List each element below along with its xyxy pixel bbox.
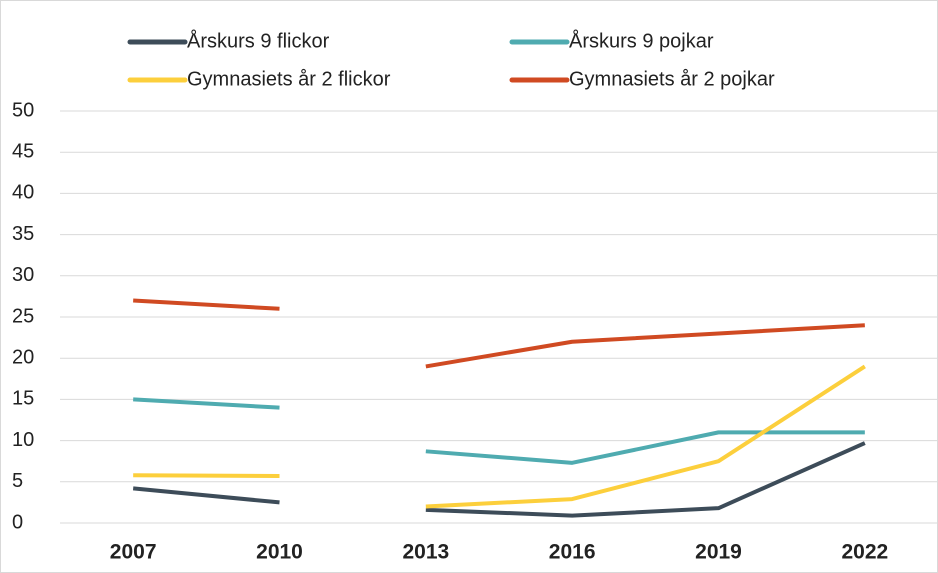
x-tick-label: 2016 (549, 541, 596, 564)
legend-label: Gymnasiets år 2 pojkar (569, 68, 775, 90)
y-tick-label: 50 (12, 99, 34, 121)
y-tick-label: 0 (12, 511, 23, 533)
x-tick-label: 2010 (256, 541, 303, 564)
y-tick-label: 15 (12, 388, 34, 410)
y-tick-label: 10 (12, 429, 34, 451)
x-tick-label: 2007 (110, 541, 157, 564)
y-tick-label: 35 (12, 223, 34, 245)
x-tick-label: 2022 (841, 541, 888, 564)
series-line (133, 364, 866, 509)
y-tick-label: 40 (12, 182, 34, 204)
legend-label: Gymnasiets år 2 flickor (187, 68, 391, 90)
y-tick-label: 45 (12, 140, 34, 162)
series-line (133, 397, 865, 465)
y-tick-label: 5 (12, 470, 23, 492)
x-tick-label: 2019 (695, 541, 742, 564)
legend-label: Årskurs 9 pojkar (569, 29, 714, 52)
series-line (132, 441, 866, 518)
x-tick-label: 2013 (402, 541, 449, 564)
legend-label: Årskurs 9 flickor (187, 29, 330, 52)
y-tick-label: 25 (12, 305, 34, 327)
y-tick-label: 20 (12, 346, 34, 368)
y-tick-label: 30 (12, 264, 34, 286)
series-line (133, 298, 865, 369)
